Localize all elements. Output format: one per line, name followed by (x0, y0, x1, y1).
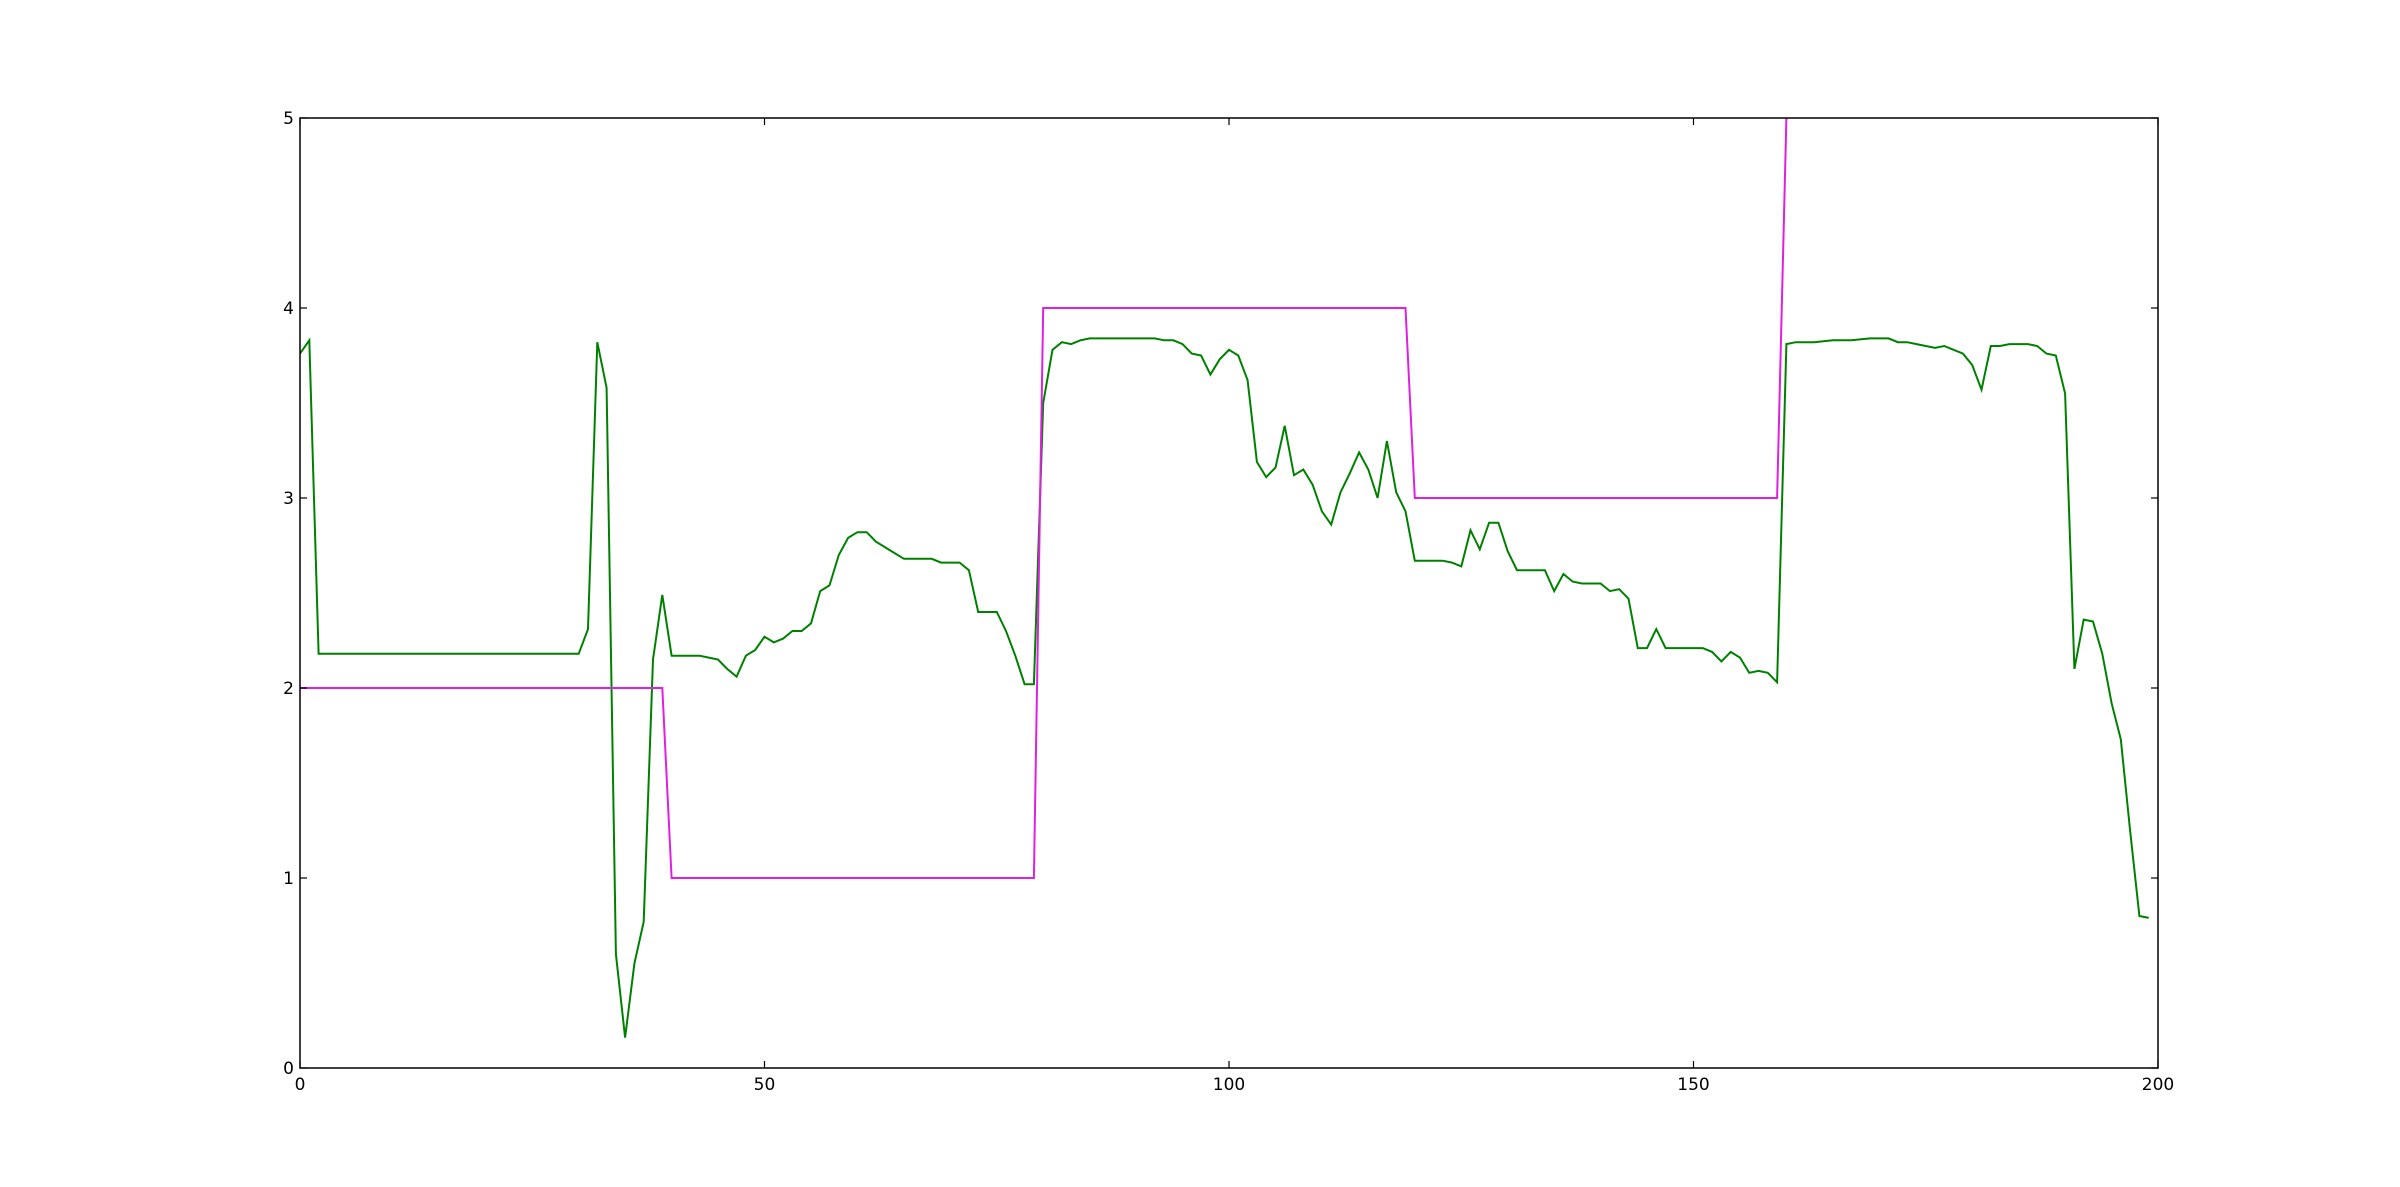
y-tick-label: 1 (283, 869, 294, 889)
series-line-2 (300, 118, 1788, 879)
x-tick-label: 100 (1213, 1075, 1245, 1095)
y-tick-label: 0 (283, 1059, 294, 1079)
series-layer (300, 118, 2149, 1038)
y-tick-label: 5 (283, 109, 294, 129)
x-tick-label: 200 (2142, 1075, 2174, 1095)
x-tick-label: 150 (1677, 1075, 1709, 1095)
x-tick-label: 0 (295, 1075, 306, 1095)
y-tick-label: 2 (283, 679, 294, 699)
tick-layer: 0 50 100 150 200 0 1 2 3 4 5 (283, 109, 2174, 1095)
y-tick-label: 4 (283, 299, 294, 319)
x-tick-label: 50 (754, 1075, 776, 1095)
y-tick-label: 3 (283, 489, 294, 509)
plot-frame (299, 117, 2159, 1069)
series-line-1 (300, 337, 2149, 1038)
